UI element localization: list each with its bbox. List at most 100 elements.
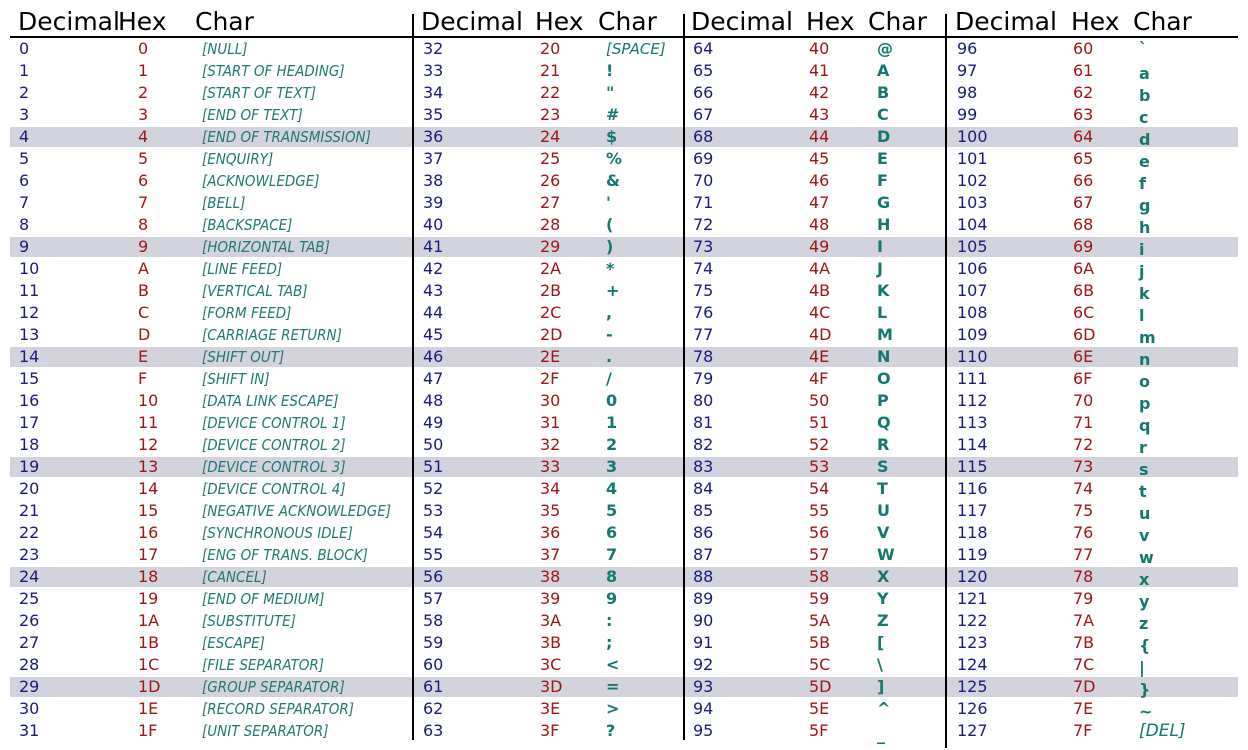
decimal-cell: 6 xyxy=(19,171,30,190)
char-cell: j xyxy=(1139,262,1145,281)
char-cell: P xyxy=(877,391,889,410)
decimal-cell: 55 xyxy=(423,545,444,564)
decimal-cell: 118 xyxy=(957,523,988,542)
row-band xyxy=(10,237,1238,257)
char-cell: ] xyxy=(877,677,885,696)
char-cell: Z xyxy=(877,611,889,630)
decimal-cell: 44 xyxy=(423,303,444,322)
decimal-cell: 32 xyxy=(423,39,444,58)
decimal-cell: 12 xyxy=(19,303,40,322)
decimal-cell: 108 xyxy=(957,303,988,322)
char-cell: 8 xyxy=(606,567,618,586)
hex-cell: 30 xyxy=(540,391,561,410)
char-cell: x xyxy=(1139,570,1150,589)
decimal-cell: 13 xyxy=(19,325,40,344)
char-cell: 6 xyxy=(606,523,618,542)
char-cell: | xyxy=(1139,658,1145,677)
hex-cell: 6B xyxy=(1073,281,1095,300)
hex-cell: 22 xyxy=(540,83,561,102)
char-cell: J xyxy=(877,259,883,278)
decimal-cell: 61 xyxy=(423,677,444,696)
decimal-cell: 17 xyxy=(19,413,40,432)
char-cell: i xyxy=(1139,240,1145,259)
char-cell: [BACKSPACE] xyxy=(202,216,293,234)
decimal-cell: 122 xyxy=(957,611,988,630)
char-cell: H xyxy=(877,215,891,234)
char-cell: a xyxy=(1139,64,1150,83)
hex-cell: 1D xyxy=(138,677,161,696)
hex-cell: 13 xyxy=(138,457,159,476)
char-cell: [END OF MEDIUM] xyxy=(202,590,325,608)
hex-cell: 7B xyxy=(1073,633,1095,652)
decimal-cell: 5 xyxy=(19,149,30,168)
char-cell: Q xyxy=(877,413,891,432)
hex-cell: 18 xyxy=(138,567,159,586)
hex-cell: 4A xyxy=(809,259,831,278)
char-cell: o xyxy=(1139,372,1150,391)
decimal-cell: 42 xyxy=(423,259,444,278)
hex-cell: 6F xyxy=(1073,369,1093,388)
char-cell: [ENG OF TRANS. BLOCK] xyxy=(202,546,368,564)
decimal-cell: 35 xyxy=(423,105,444,124)
hex-cell: 3D xyxy=(540,677,563,696)
hex-cell: 52 xyxy=(809,435,830,454)
decimal-cell: 33 xyxy=(423,61,444,80)
decimal-cell: 94 xyxy=(693,699,714,718)
char-cell: W xyxy=(877,545,895,564)
decimal-cell: 89 xyxy=(693,589,714,608)
decimal-cell: 8 xyxy=(19,215,30,234)
hex-cell: 74 xyxy=(1073,479,1094,498)
char-cell: [NULL] xyxy=(202,40,248,58)
decimal-cell: 73 xyxy=(693,237,714,256)
decimal-cell: 107 xyxy=(957,281,988,300)
hex-cell: 4C xyxy=(809,303,831,322)
hex-cell: 1F xyxy=(138,721,158,740)
row-band xyxy=(10,347,1238,367)
decimal-cell: 90 xyxy=(693,611,714,630)
row-band xyxy=(10,127,1238,147)
hex-cell: 29 xyxy=(540,237,561,256)
hex-cell: 79 xyxy=(1073,589,1094,608)
decimal-cell: 70 xyxy=(693,171,714,190)
char-cell: # xyxy=(606,105,620,124)
hex-cell: 35 xyxy=(540,501,561,520)
decimal-cell: 56 xyxy=(423,567,444,586)
char-cell: [DEVICE CONTROL 2] xyxy=(202,436,346,454)
char-cell: ^ xyxy=(877,699,891,718)
decimal-cell: 69 xyxy=(693,149,714,168)
hex-cell: D xyxy=(138,325,151,344)
char-cell: m xyxy=(1139,328,1156,347)
decimal-cell: 10 xyxy=(19,259,40,278)
char-cell: L xyxy=(877,303,888,322)
decimal-cell: 45 xyxy=(423,325,444,344)
hex-cell: 2C xyxy=(540,303,562,322)
decimal-cell: 106 xyxy=(957,259,988,278)
column-header-decimal: Decimal xyxy=(955,7,1057,36)
decimal-cell: 30 xyxy=(19,699,40,718)
hex-cell: 53 xyxy=(809,457,830,476)
char-cell: e xyxy=(1139,152,1150,171)
decimal-cell: 19 xyxy=(19,457,40,476)
hex-cell: 43 xyxy=(809,105,830,124)
hex-cell: 5B xyxy=(809,633,831,652)
decimal-cell: 0 xyxy=(19,39,30,58)
hex-cell: 0 xyxy=(138,39,149,58)
char-cell: : xyxy=(606,611,613,630)
char-cell: f xyxy=(1139,174,1146,193)
char-cell: G xyxy=(877,193,891,212)
decimal-cell: 37 xyxy=(423,149,444,168)
char-cell: ) xyxy=(606,237,614,256)
hex-cell: 54 xyxy=(809,479,830,498)
hex-cell: 10 xyxy=(138,391,159,410)
hex-cell: 2E xyxy=(540,347,561,366)
decimal-cell: 126 xyxy=(957,699,988,718)
char-cell: z xyxy=(1139,614,1149,633)
decimal-cell: 85 xyxy=(693,501,714,520)
decimal-cell: 121 xyxy=(957,589,988,608)
hex-cell: 27 xyxy=(540,193,561,212)
decimal-cell: 40 xyxy=(423,215,444,234)
char-cell: { xyxy=(1139,636,1151,655)
hex-cell: 51 xyxy=(809,413,830,432)
decimal-cell: 7 xyxy=(19,193,30,212)
hex-cell: 4 xyxy=(138,127,149,146)
